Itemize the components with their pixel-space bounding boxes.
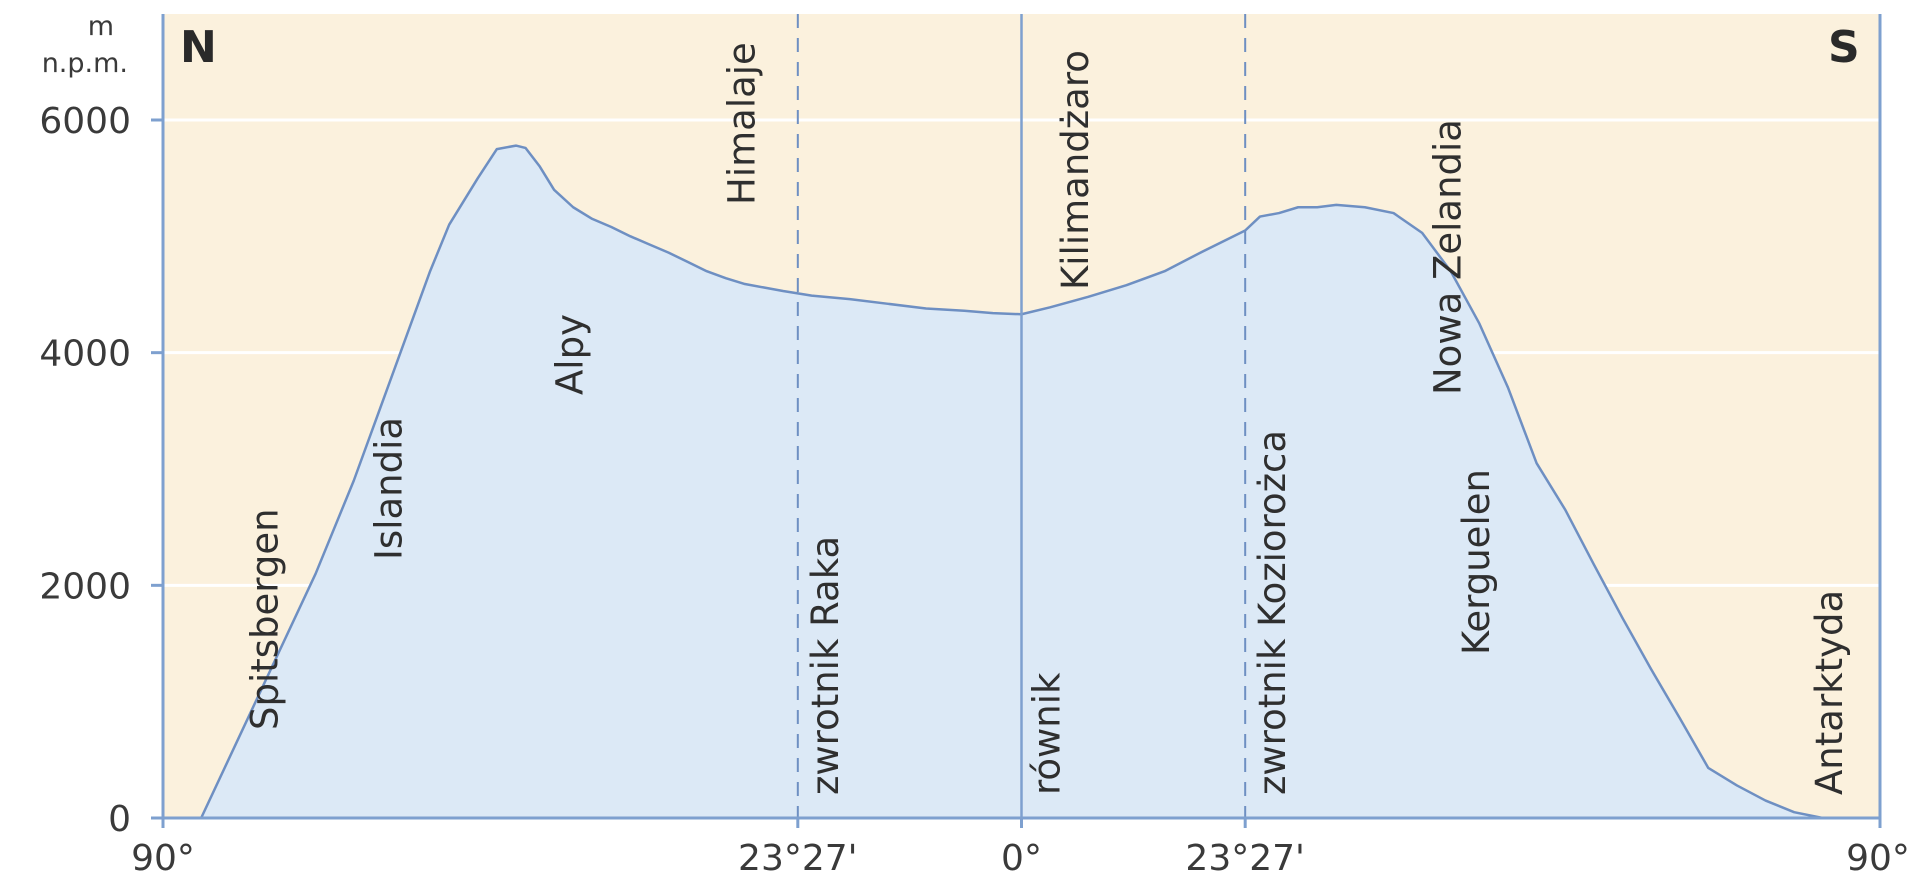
x-tick-label: 23°27' [1185, 838, 1305, 879]
tropic-lines [796, 14, 1247, 818]
annotation-label: równik [1026, 672, 1069, 795]
x-ticks: 90° 23°27' 0° 23°27' 90° [131, 818, 1910, 879]
annotation-label: Spitsbergen [243, 508, 286, 730]
annotation-label: Kerguelen [1455, 469, 1498, 655]
y-tick-label: 4000 [39, 334, 131, 375]
annotation-label: Kilimandżaro [1054, 50, 1097, 290]
north-pole-label: N [180, 22, 217, 73]
x-tick-label: 90° [131, 838, 195, 879]
annotation-label: Islandia [367, 417, 410, 560]
x-tick-label: 0° [1001, 838, 1042, 879]
y-ticks: 0 2000 4000 6000 [39, 101, 163, 840]
annotation-label: zwrotnik Raka [804, 536, 847, 795]
y-tick-label: 6000 [39, 101, 131, 142]
annotation-label: Antarktyda [1808, 590, 1851, 795]
annotation-label: Nowa Zelandia [1426, 119, 1469, 395]
annotation-label: Alpy [549, 314, 592, 395]
y-tick-label: 2000 [39, 566, 131, 607]
x-tick-label: 23°27' [738, 838, 858, 879]
annotation-label: Himalaje [720, 42, 763, 205]
elevation-area [199, 144, 1825, 820]
south-pole-label: S [1828, 22, 1860, 73]
unit-label-top: m [88, 11, 114, 42]
y-tick-label: 0 [108, 799, 131, 840]
x-tick-label: 90° [1846, 838, 1910, 879]
annotation-label: zwrotnik Koziorożca [1251, 430, 1294, 795]
annotations: Spitsbergen Islandia Alpy Himalaje zwrotnik … [243, 42, 1850, 795]
unit-label-bottom: n.p.m. [42, 48, 128, 79]
